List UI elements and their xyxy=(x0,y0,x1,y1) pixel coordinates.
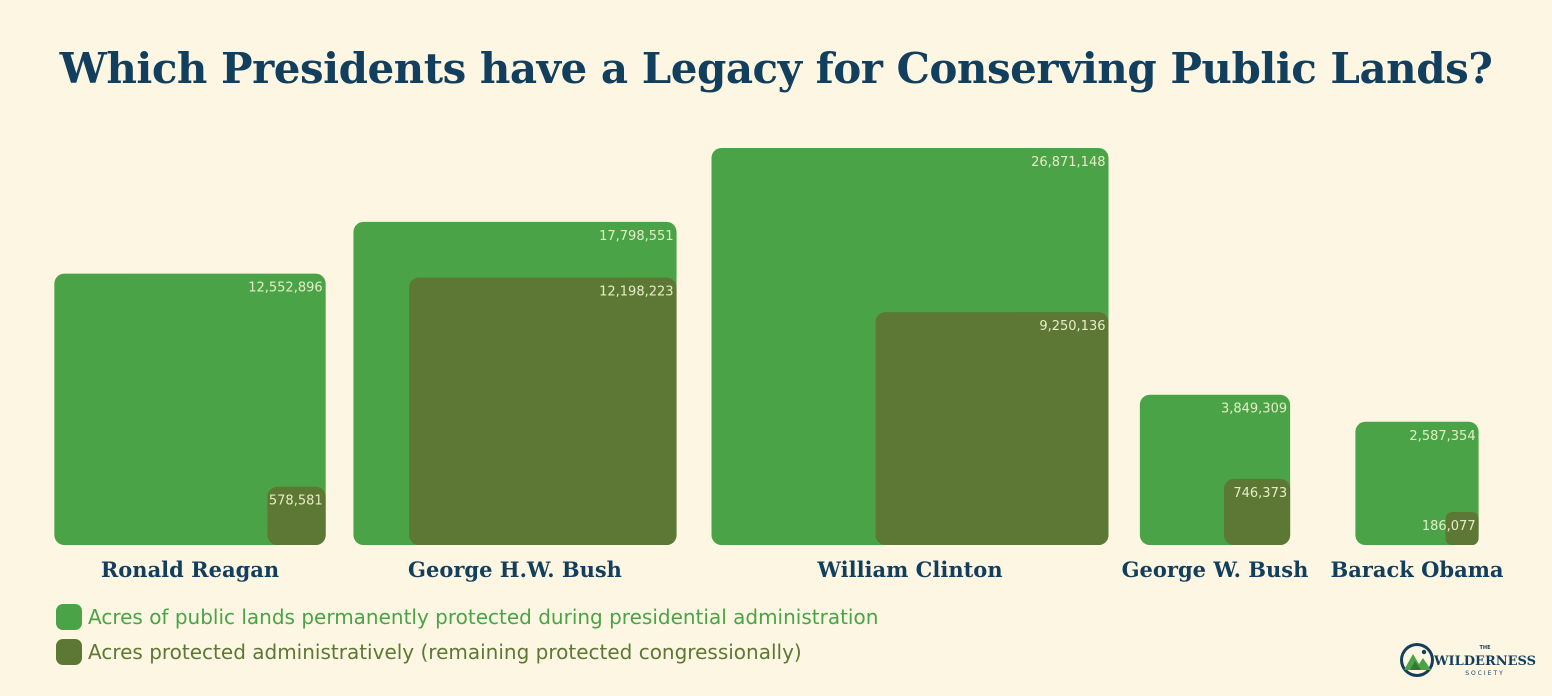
president-name-william-clinton: William Clinton xyxy=(816,557,1002,582)
legend-item-administrative: Acres protected administratively (remain… xyxy=(56,637,878,667)
chart-title: Which Presidents have a Legacy for Conse… xyxy=(59,44,1493,93)
administrative-value-label-ronald-reagan: 578,581 xyxy=(269,494,323,509)
legend: Acres of public lands permanently protec… xyxy=(56,602,878,672)
total-value-label-barack-obama: 2,587,354 xyxy=(1409,429,1475,444)
legend-swatch-administrative xyxy=(56,639,82,665)
total-value-label-george-w-bush: 3,849,309 xyxy=(1221,402,1287,417)
president-name-ronald-reagan: Ronald Reagan xyxy=(101,557,279,582)
mountain-icon xyxy=(1400,643,1434,677)
administrative-square-george-w-bush xyxy=(1223,478,1291,545)
total-value-label-ronald-reagan: 12,552,896 xyxy=(248,281,322,296)
administrative-value-label-george-w-bush: 746,373 xyxy=(1233,486,1287,501)
administrative-value-label-george-h-w-bush: 12,198,223 xyxy=(599,285,673,300)
administrative-square-ronald-reagan xyxy=(267,486,326,545)
administrative-square-barack-obama xyxy=(1445,511,1479,545)
total-value-label-william-clinton: 26,871,148 xyxy=(1031,155,1105,170)
president-name-george-w-bush: George W. Bush xyxy=(1122,557,1309,582)
legend-label-administrative: Acres protected administratively (remain… xyxy=(88,640,802,664)
administrative-value-label-barack-obama: 186,077 xyxy=(1422,519,1476,534)
legend-swatch-total xyxy=(56,604,82,630)
logo-small-text: THE xyxy=(1479,645,1491,651)
administrative-square-william-clinton xyxy=(875,312,1109,545)
chart-area: 12,552,896 578,581 Ronald Reagan 17,798,551… xyxy=(54,148,1504,582)
president-name-barack-obama: Barack Obama xyxy=(1330,557,1503,582)
logo-main-text: WILDERNESS xyxy=(1433,654,1536,669)
legend-item-total: Acres of public lands permanently protec… xyxy=(56,602,878,632)
total-value-label-george-h-w-bush: 17,798,551 xyxy=(599,229,673,244)
administrative-square-george-h-w-bush xyxy=(409,277,677,545)
total-square-ronald-reagan xyxy=(54,273,326,545)
wilderness-society-logo: THE WILDERNESS SOCIETY xyxy=(1400,643,1536,677)
president-name-george-h-w-bush: George H.W. Bush xyxy=(408,557,622,582)
administrative-value-label-william-clinton: 9,250,136 xyxy=(1039,319,1105,334)
legend-label-total: Acres of public lands permanently protec… xyxy=(88,605,879,629)
logo-sub-text: SOCIETY xyxy=(1465,670,1505,677)
